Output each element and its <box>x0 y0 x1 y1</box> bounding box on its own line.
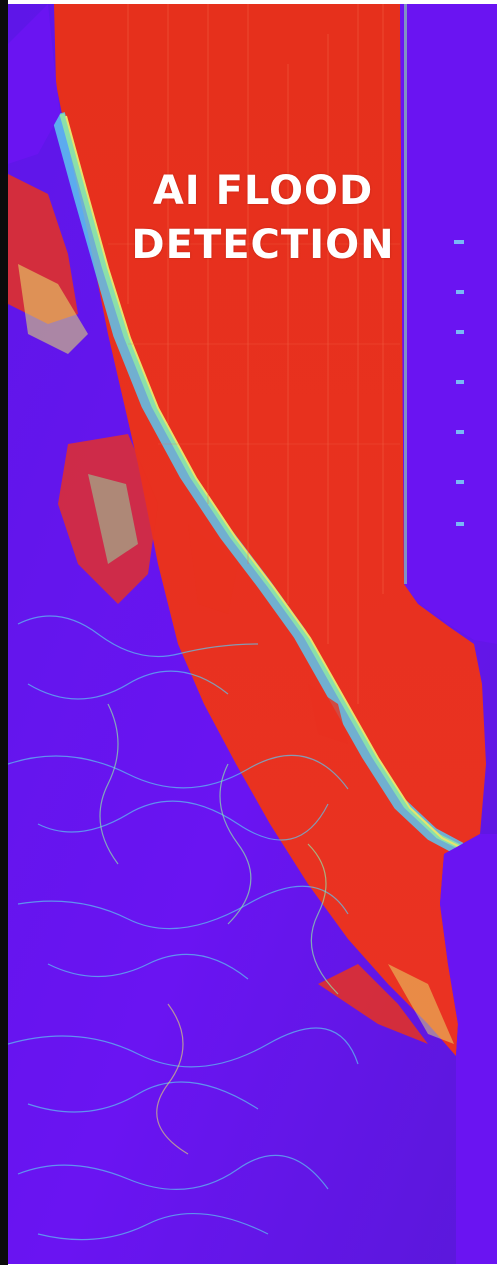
image-left-border <box>0 0 8 1265</box>
coastline-yellow <box>65 115 471 853</box>
south-east-land <box>440 834 497 1264</box>
flood-texture <box>108 4 400 704</box>
nw-land-patches <box>8 4 454 1044</box>
right-dry-strip <box>400 4 497 644</box>
land-speckle <box>8 615 359 1241</box>
coastline-cyan <box>51 112 464 856</box>
coastline-green <box>59 113 468 853</box>
flooded-region <box>54 4 486 1056</box>
right-strip-marks <box>404 4 464 584</box>
flood-detection-map <box>8 4 497 1264</box>
